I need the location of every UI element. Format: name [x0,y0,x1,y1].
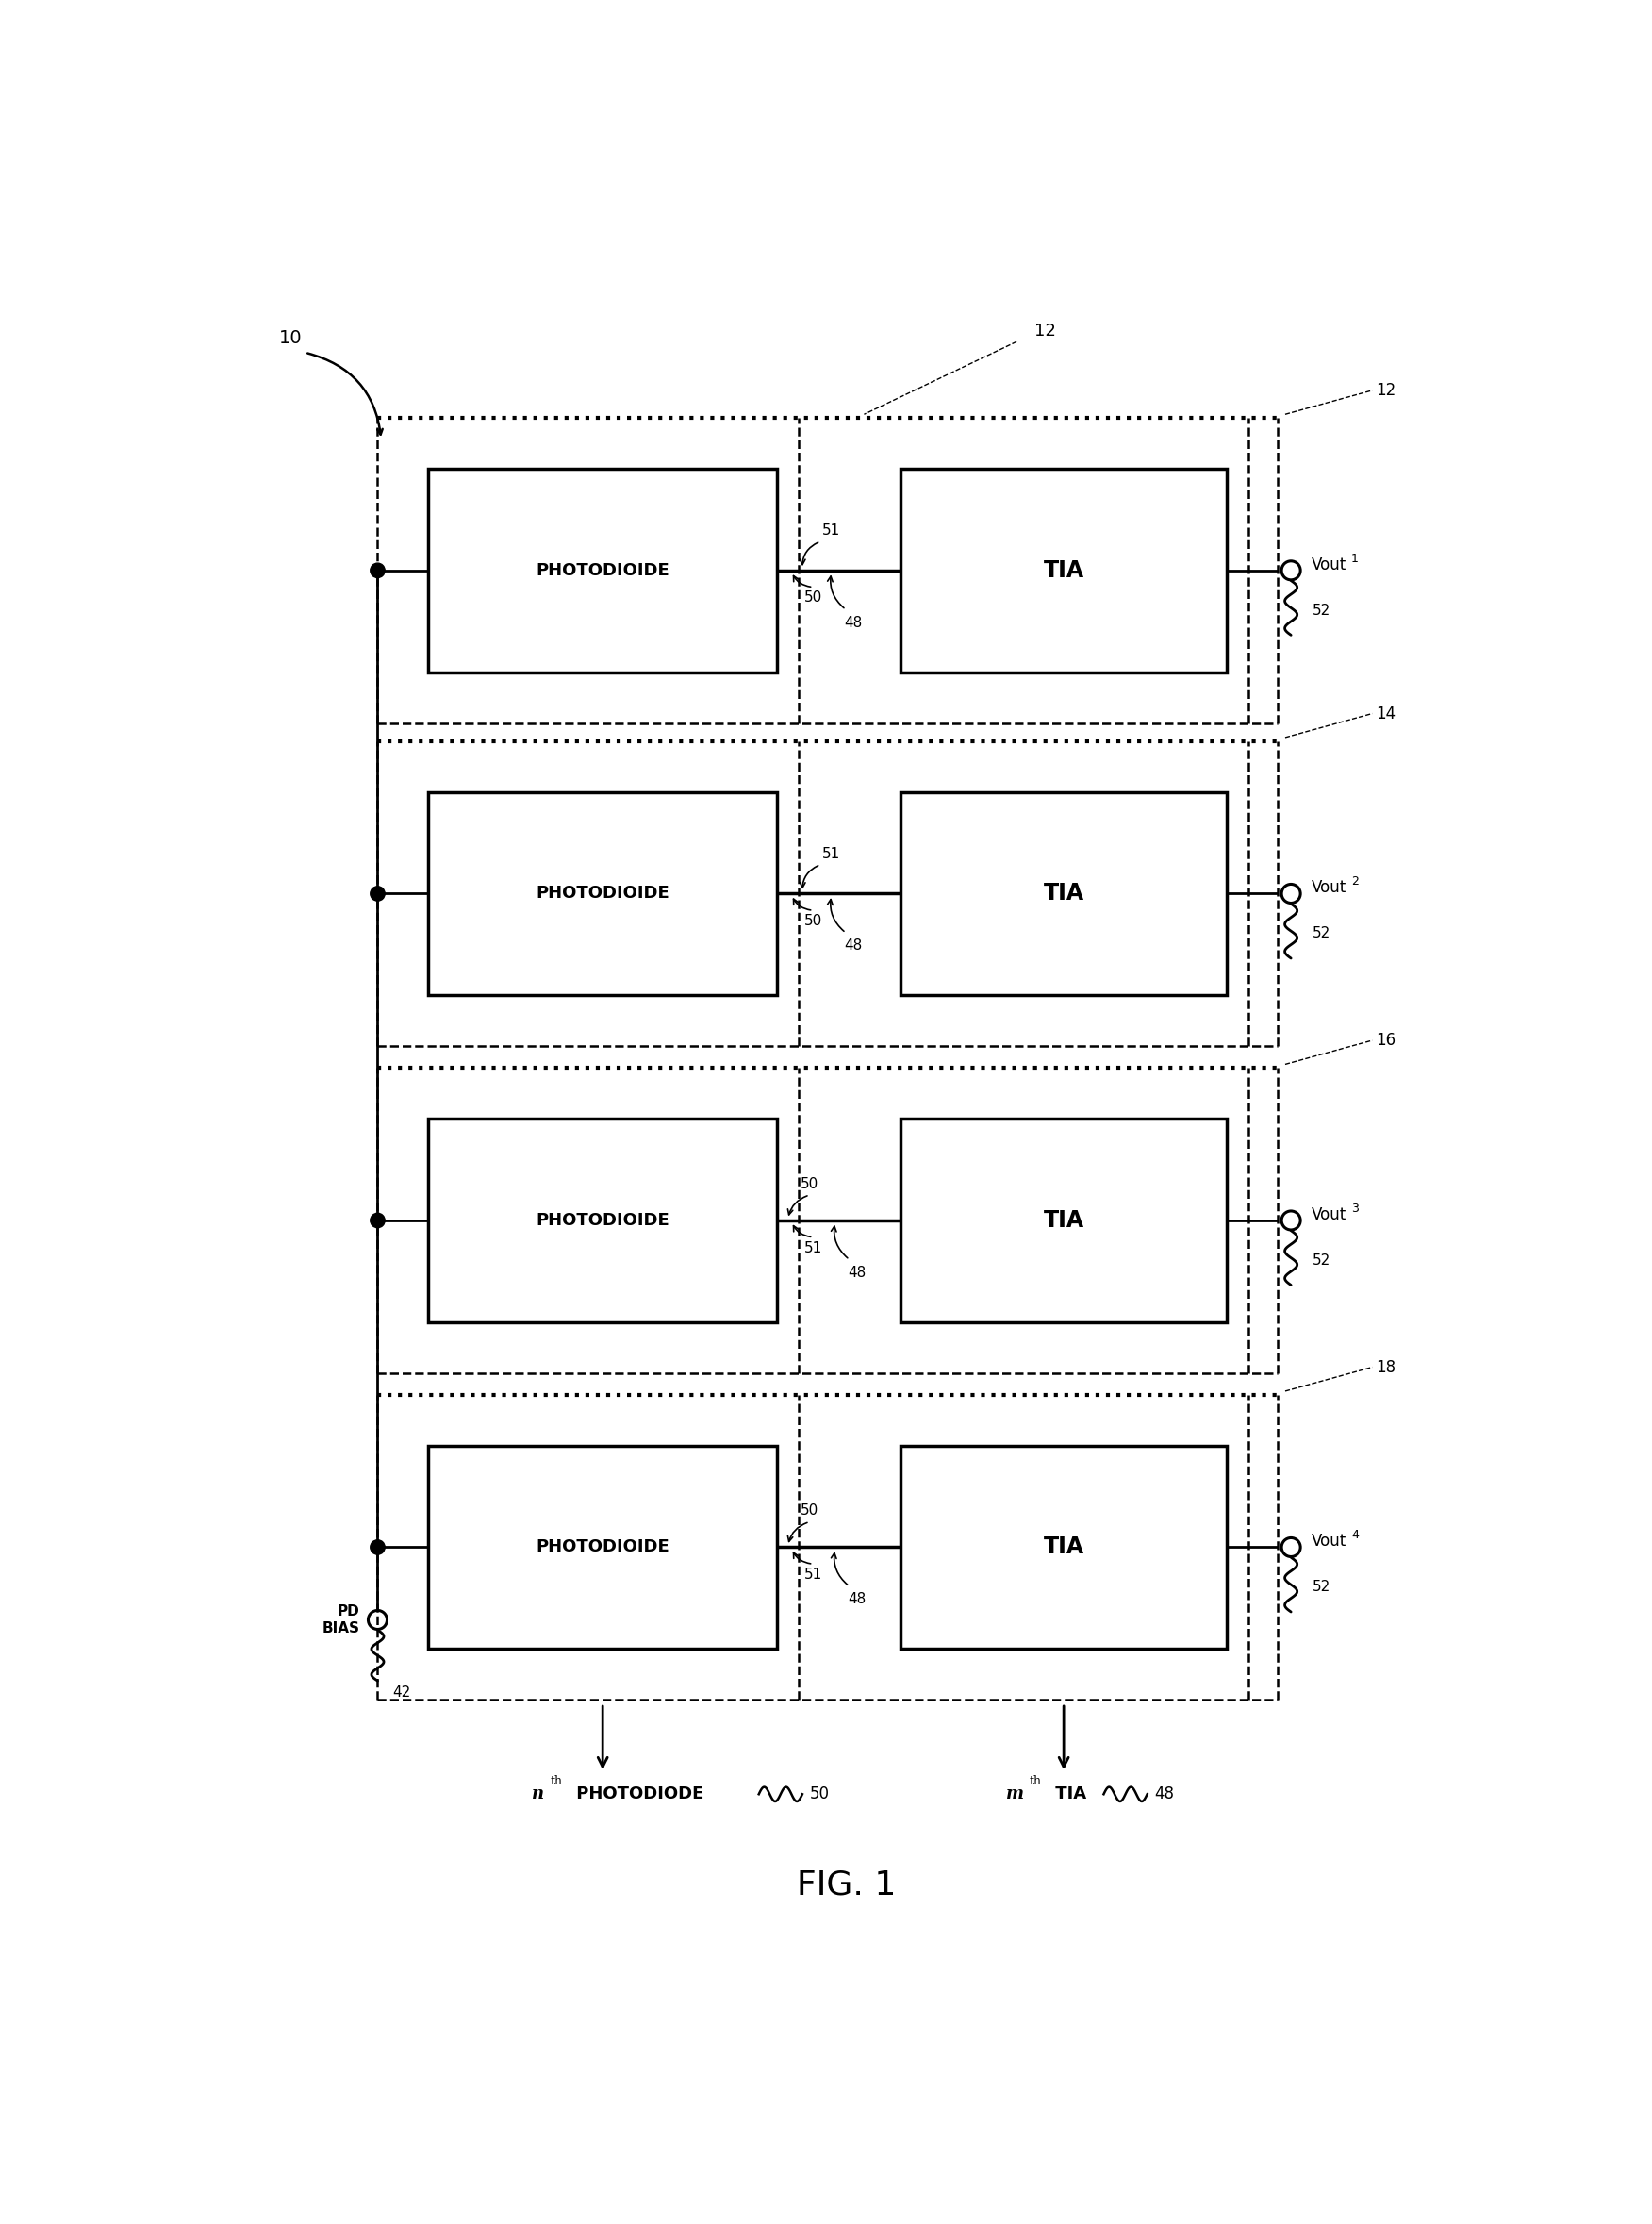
Text: TIA: TIA [1049,1786,1085,1804]
Text: 52: 52 [1313,927,1332,941]
Text: 10: 10 [279,329,302,347]
Text: 2: 2 [1351,876,1358,887]
Circle shape [370,1539,385,1555]
FancyBboxPatch shape [428,1119,776,1321]
Text: 48: 48 [847,1592,866,1606]
Text: 50: 50 [801,1503,819,1519]
Text: 50: 50 [801,1176,819,1192]
Text: 48: 48 [844,939,862,952]
Text: 4: 4 [1351,1530,1358,1541]
Text: 42: 42 [392,1686,410,1699]
Text: 3: 3 [1351,1203,1358,1214]
Text: FIG. 1: FIG. 1 [796,1868,897,1902]
Text: 50: 50 [805,914,823,927]
Text: 48: 48 [844,616,862,629]
Text: PHOTODIODE: PHOTODIODE [570,1786,704,1804]
Text: 50: 50 [805,592,823,605]
Text: m: m [1006,1786,1024,1804]
FancyBboxPatch shape [428,1446,776,1648]
Text: Vout: Vout [1312,556,1346,574]
Text: 48: 48 [847,1265,866,1279]
Text: Vout: Vout [1312,1532,1346,1550]
Text: TIA: TIA [1044,1210,1084,1232]
Text: PHOTODIOIDE: PHOTODIOIDE [535,885,669,903]
Text: 48: 48 [1155,1786,1175,1804]
Text: PHOTODIOIDE: PHOTODIOIDE [535,563,669,578]
Text: n: n [532,1786,545,1804]
Text: 14: 14 [1376,705,1396,723]
Text: 50: 50 [809,1786,829,1804]
Text: 51: 51 [805,1568,823,1581]
Text: 51: 51 [823,847,841,861]
Text: TIA: TIA [1044,883,1084,905]
FancyBboxPatch shape [900,1446,1227,1648]
Text: th: th [550,1775,563,1788]
FancyBboxPatch shape [428,792,776,996]
Text: 18: 18 [1376,1359,1396,1377]
FancyBboxPatch shape [428,469,776,672]
FancyBboxPatch shape [900,792,1227,996]
Text: PHOTODIOIDE: PHOTODIOIDE [535,1212,669,1230]
Text: 1: 1 [1351,552,1358,565]
Text: 12: 12 [1376,383,1396,398]
Circle shape [370,887,385,901]
Text: 51: 51 [823,523,841,538]
Text: 52: 52 [1313,1254,1332,1268]
Text: 12: 12 [1034,322,1056,340]
Text: PD
BIAS: PD BIAS [322,1604,360,1635]
Circle shape [370,563,385,578]
Text: TIA: TIA [1044,1537,1084,1559]
Text: 52: 52 [1313,603,1332,618]
Text: 51: 51 [805,1241,823,1254]
Text: Vout: Vout [1312,1205,1346,1223]
Text: TIA: TIA [1044,558,1084,583]
Text: th: th [1029,1775,1042,1788]
Text: Vout: Vout [1312,878,1346,896]
FancyBboxPatch shape [900,1119,1227,1321]
Text: 16: 16 [1376,1032,1396,1050]
Circle shape [370,1212,385,1228]
FancyBboxPatch shape [900,469,1227,672]
Text: PHOTODIOIDE: PHOTODIOIDE [535,1539,669,1557]
Text: 52: 52 [1313,1579,1332,1595]
